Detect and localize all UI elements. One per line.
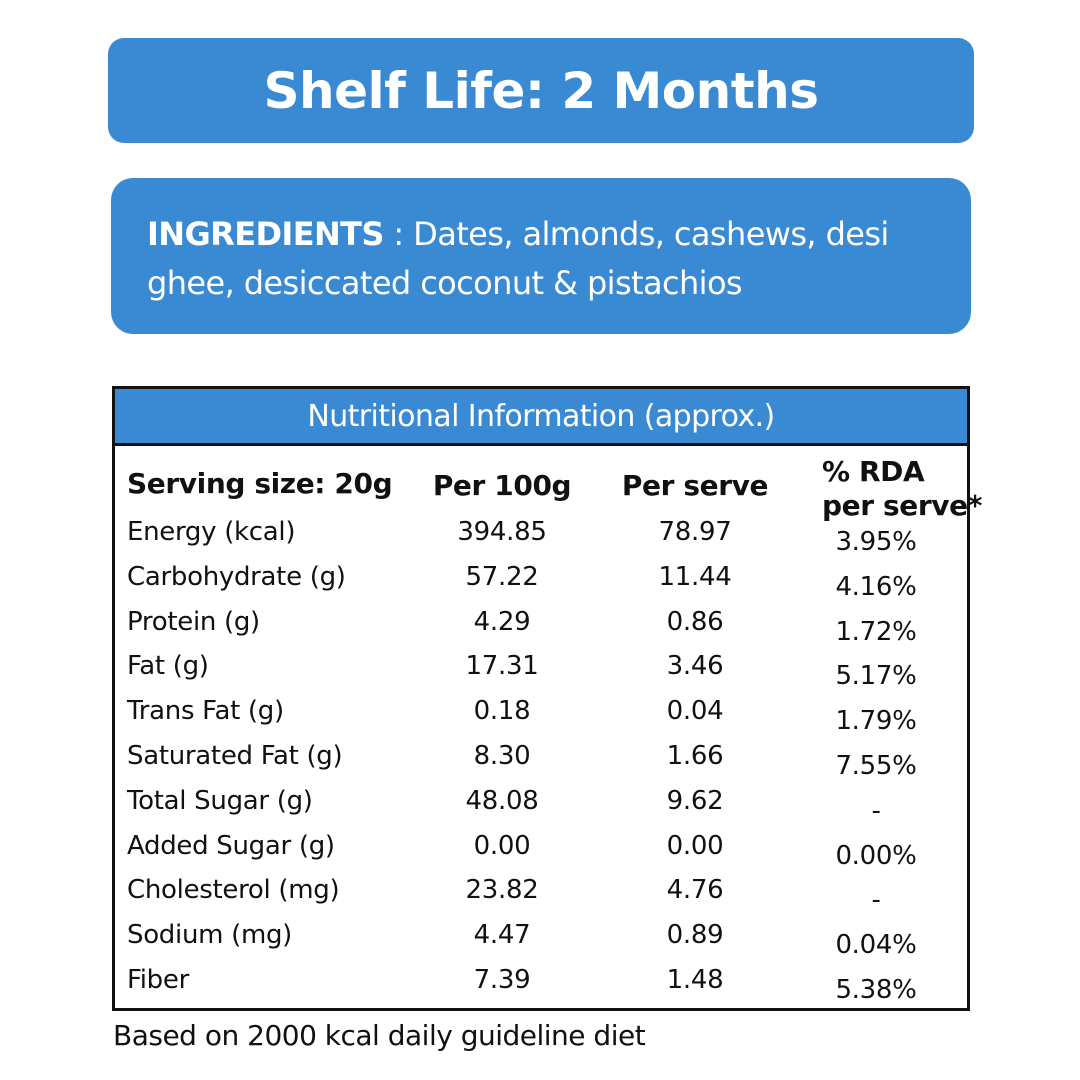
per-100g-value: 0.18 xyxy=(473,696,531,727)
nutrient-name: Carbohydrate (g) xyxy=(127,561,346,592)
serving-size-header: Serving size: 20g xyxy=(127,467,393,500)
nutrient-name: Total Sugar (g) xyxy=(127,785,313,816)
rda-value: 1.79% xyxy=(835,706,917,737)
rda-value: 5.38% xyxy=(835,974,917,1005)
table-row: Total Sugar (g) 48.08 9.62 - xyxy=(115,786,967,831)
rda-header-line2: per serve* xyxy=(822,489,982,522)
table-row: Fat (g) 17.31 3.46 5.17% xyxy=(115,651,967,696)
rda-value: 5.17% xyxy=(835,661,917,692)
per-100g-value: 23.82 xyxy=(465,875,539,906)
nutrient-name: Trans Fat (g) xyxy=(127,696,284,727)
per-100g-value: 4.47 xyxy=(473,920,531,951)
shelf-life-text: Shelf Life: 2 Months xyxy=(263,61,819,120)
table-row: Saturated Fat (g) 8.30 1.66 7.55% xyxy=(115,741,967,786)
ingredients-list: Dates, almonds, cashews, desi ghee, desi… xyxy=(147,215,889,302)
per-serve-header: Per serve xyxy=(621,469,769,502)
table-row: Fiber 7.39 1.48 5.38% xyxy=(115,965,967,1010)
nutrient-name: Energy (kcal) xyxy=(127,517,296,547)
rda-value: 0.00% xyxy=(835,840,917,871)
per-serve-value: 0.00 xyxy=(666,830,724,861)
per-100g-value: 48.08 xyxy=(465,785,539,816)
nutrient-name: Sodium (mg) xyxy=(127,920,293,951)
per-serve-value: 3.46 xyxy=(666,651,724,682)
nutrient-name: Added Sugar (g) xyxy=(127,830,335,861)
per-serve-value: 4.76 xyxy=(666,875,724,906)
nutrient-name: Fat (g) xyxy=(127,651,209,682)
per-serve-value: 78.97 xyxy=(658,517,732,547)
rda-value: 0.04% xyxy=(835,930,917,961)
per-100g-value: 57.22 xyxy=(465,561,539,592)
rda-value: 7.55% xyxy=(835,750,917,781)
nutrient-name: Saturated Fat (g) xyxy=(127,740,343,771)
per-serve-value: 9.62 xyxy=(666,785,724,816)
per-serve-value: 0.86 xyxy=(666,606,724,637)
per-serve-value: 1.66 xyxy=(666,740,724,771)
nutrition-rows: Energy (kcal) 394.85 78.97 3.95% Carbohydrat… xyxy=(115,517,967,1010)
nutrient-name: Cholesterol (mg) xyxy=(127,875,340,906)
per-serve-value: 0.04 xyxy=(666,696,724,727)
rda-value: 4.16% xyxy=(835,571,917,602)
table-row: Energy (kcal) 394.85 78.97 3.95% xyxy=(115,517,967,562)
nutrient-name: Protein (g) xyxy=(127,606,260,637)
nutrition-table-header: Nutritional Information (approx.) xyxy=(115,389,967,446)
table-row: Trans Fat (g) 0.18 0.04 1.79% xyxy=(115,696,967,741)
per-100g-value: 7.39 xyxy=(473,964,531,995)
per-100g-value: 17.31 xyxy=(465,651,539,682)
ingredients-separator: : xyxy=(383,215,414,253)
per-serve-value: 0.89 xyxy=(666,920,724,951)
rda-value: 1.72% xyxy=(835,616,917,647)
ingredients-label: INGREDIENTS xyxy=(147,215,384,253)
rda-footnote: Based on 2000 kcal daily guideline diet xyxy=(113,1019,646,1052)
table-row: Cholesterol (mg) 23.82 4.76 - xyxy=(115,875,967,920)
rda-value: - xyxy=(871,795,881,826)
ingredients-text: INGREDIENTS : Dates, almonds, cashews, d… xyxy=(147,210,951,308)
table-row: Protein (g) 4.29 0.86 1.72% xyxy=(115,607,967,652)
ingredients-box: INGREDIENTS : Dates, almonds, cashews, d… xyxy=(111,178,971,334)
nutrient-name: Fiber xyxy=(127,964,189,995)
shelf-life-banner: Shelf Life: 2 Months xyxy=(108,38,974,143)
per-100g-value: 394.85 xyxy=(457,517,547,547)
per-100g-value: 8.30 xyxy=(473,740,531,771)
table-row: Sodium (mg) 4.47 0.89 0.04% xyxy=(115,920,967,965)
per-100g-value: 0.00 xyxy=(473,830,531,861)
table-row: Added Sugar (g) 0.00 0.00 0.00% xyxy=(115,831,967,876)
per-100g-value: 4.29 xyxy=(473,606,531,637)
nutrition-table: Nutritional Information (approx.) Servin… xyxy=(112,386,982,1011)
rda-header-line1: % RDA xyxy=(822,455,925,488)
per-serve-value: 1.48 xyxy=(666,964,724,995)
nutrition-title: Nutritional Information (approx.) xyxy=(307,398,775,434)
per-100g-header: Per 100g xyxy=(432,469,572,502)
rda-value: 3.95% xyxy=(835,527,917,557)
table-row: Carbohydrate (g) 57.22 11.44 4.16% xyxy=(115,562,967,607)
per-serve-value: 11.44 xyxy=(658,561,732,592)
rda-value: - xyxy=(871,885,881,916)
